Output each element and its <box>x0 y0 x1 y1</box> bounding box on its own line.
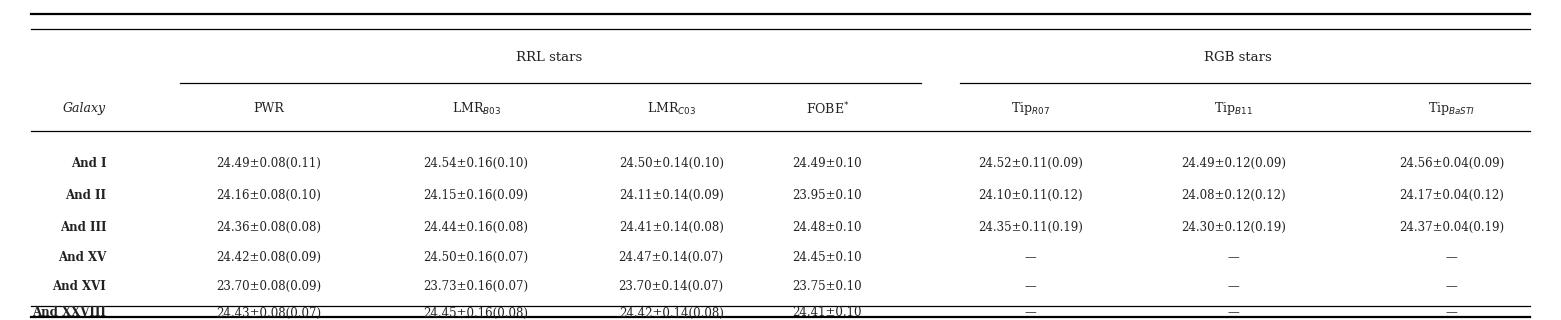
Text: —: — <box>1227 307 1239 319</box>
Text: 24.45±0.10: 24.45±0.10 <box>793 251 862 264</box>
Text: 24.37±0.04(0.19): 24.37±0.04(0.19) <box>1399 221 1505 234</box>
Text: 24.17±0.04(0.12): 24.17±0.04(0.12) <box>1399 189 1505 202</box>
Text: 24.54±0.16(0.10): 24.54±0.16(0.10) <box>423 157 529 170</box>
Text: —: — <box>1024 307 1037 319</box>
Text: And XVI: And XVI <box>53 280 106 293</box>
Text: 24.49±0.12(0.09): 24.49±0.12(0.09) <box>1180 157 1286 170</box>
Text: LMR$_{C03}$: LMR$_{C03}$ <box>646 101 696 117</box>
Text: 24.45±0.16(0.08): 24.45±0.16(0.08) <box>423 307 529 319</box>
Text: LMR$_{B03}$: LMR$_{B03}$ <box>451 101 501 117</box>
Text: And XV: And XV <box>58 251 106 264</box>
Text: 24.16±0.08(0.10): 24.16±0.08(0.10) <box>215 189 322 202</box>
Text: 24.56±0.04(0.09): 24.56±0.04(0.09) <box>1399 157 1505 170</box>
Text: 23.73±0.16(0.07): 23.73±0.16(0.07) <box>423 280 529 293</box>
Text: PWR: PWR <box>253 102 284 115</box>
Text: 24.11±0.14(0.09): 24.11±0.14(0.09) <box>618 189 724 202</box>
Text: —: — <box>1445 280 1458 293</box>
Text: 24.08±0.12(0.12): 24.08±0.12(0.12) <box>1180 189 1286 202</box>
Text: —: — <box>1024 251 1037 264</box>
Text: 24.35±0.11(0.19): 24.35±0.11(0.19) <box>977 221 1083 234</box>
Text: RRL stars: RRL stars <box>517 51 582 64</box>
Text: Tip$_{BaSTI}$: Tip$_{BaSTI}$ <box>1428 100 1475 117</box>
Text: Tip$_{B11}$: Tip$_{B11}$ <box>1214 100 1252 117</box>
Text: 24.41±0.10: 24.41±0.10 <box>793 307 862 319</box>
Text: —: — <box>1445 307 1458 319</box>
Text: FOBE$^{*}$: FOBE$^{*}$ <box>805 100 849 117</box>
Text: 24.30±0.12(0.19): 24.30±0.12(0.19) <box>1180 221 1286 234</box>
Text: 24.50±0.16(0.07): 24.50±0.16(0.07) <box>423 251 529 264</box>
Text: 23.70±0.14(0.07): 23.70±0.14(0.07) <box>618 280 724 293</box>
Text: 24.52±0.11(0.09): 24.52±0.11(0.09) <box>977 157 1083 170</box>
Text: 24.44±0.16(0.08): 24.44±0.16(0.08) <box>423 221 529 234</box>
Text: And III: And III <box>59 221 106 234</box>
Text: 23.75±0.10: 23.75±0.10 <box>793 280 862 293</box>
Text: RGB stars: RGB stars <box>1204 51 1272 64</box>
Text: 24.48±0.10: 24.48±0.10 <box>793 221 862 234</box>
Text: 24.15±0.16(0.09): 24.15±0.16(0.09) <box>423 189 529 202</box>
Text: 24.42±0.08(0.09): 24.42±0.08(0.09) <box>215 251 322 264</box>
Text: 24.42±0.14(0.08): 24.42±0.14(0.08) <box>618 307 724 319</box>
Text: 23.70±0.08(0.09): 23.70±0.08(0.09) <box>215 280 322 293</box>
Text: Galaxy: Galaxy <box>62 102 106 115</box>
Text: 24.10±0.11(0.12): 24.10±0.11(0.12) <box>977 189 1083 202</box>
Text: —: — <box>1227 280 1239 293</box>
Text: 24.36±0.08(0.08): 24.36±0.08(0.08) <box>215 221 322 234</box>
Text: Tip$_{R07}$: Tip$_{R07}$ <box>1012 100 1049 117</box>
Text: 24.43±0.08(0.07): 24.43±0.08(0.07) <box>215 307 322 319</box>
Text: 24.49±0.10: 24.49±0.10 <box>793 157 862 170</box>
Text: And I: And I <box>70 157 106 170</box>
Text: 24.50±0.14(0.10): 24.50±0.14(0.10) <box>618 157 724 170</box>
Text: —: — <box>1227 251 1239 264</box>
Text: And XXVIII: And XXVIII <box>33 307 106 319</box>
Text: 24.41±0.14(0.08): 24.41±0.14(0.08) <box>618 221 724 234</box>
Text: 24.49±0.08(0.11): 24.49±0.08(0.11) <box>215 157 322 170</box>
Text: 23.95±0.10: 23.95±0.10 <box>793 189 862 202</box>
Text: —: — <box>1024 280 1037 293</box>
Text: And II: And II <box>66 189 106 202</box>
Text: —: — <box>1445 251 1458 264</box>
Text: 24.47±0.14(0.07): 24.47±0.14(0.07) <box>618 251 724 264</box>
